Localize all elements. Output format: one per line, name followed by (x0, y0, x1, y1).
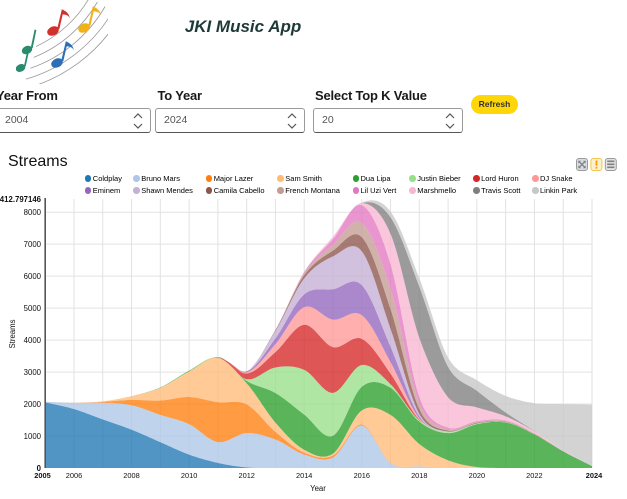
svg-text:2016: 2016 (354, 471, 370, 480)
svg-text:4000: 4000 (24, 336, 42, 345)
svg-text:2018: 2018 (411, 471, 427, 480)
svg-text:2014: 2014 (296, 471, 312, 480)
svg-text:2024: 2024 (586, 471, 603, 480)
svg-text:2020: 2020 (469, 471, 485, 480)
svg-text:6000: 6000 (24, 272, 42, 281)
svg-text:Year: Year (310, 484, 326, 493)
svg-text:1000: 1000 (24, 432, 42, 441)
svg-text:2006: 2006 (66, 471, 82, 480)
svg-text:2008: 2008 (123, 471, 139, 480)
svg-text:2010: 2010 (181, 471, 197, 480)
svg-text:2012: 2012 (238, 471, 254, 480)
svg-text:8412.797146: 8412.797146 (0, 195, 42, 204)
svg-text:2000: 2000 (24, 400, 42, 409)
svg-text:5000: 5000 (24, 304, 42, 313)
svg-text:8000: 8000 (24, 208, 42, 217)
svg-text:0: 0 (37, 464, 42, 473)
svg-text:2022: 2022 (526, 471, 542, 480)
svg-text:7000: 7000 (24, 240, 42, 249)
svg-text:2005: 2005 (34, 471, 50, 480)
svg-text:Streams: Streams (8, 319, 17, 348)
svg-text:3000: 3000 (24, 368, 42, 377)
